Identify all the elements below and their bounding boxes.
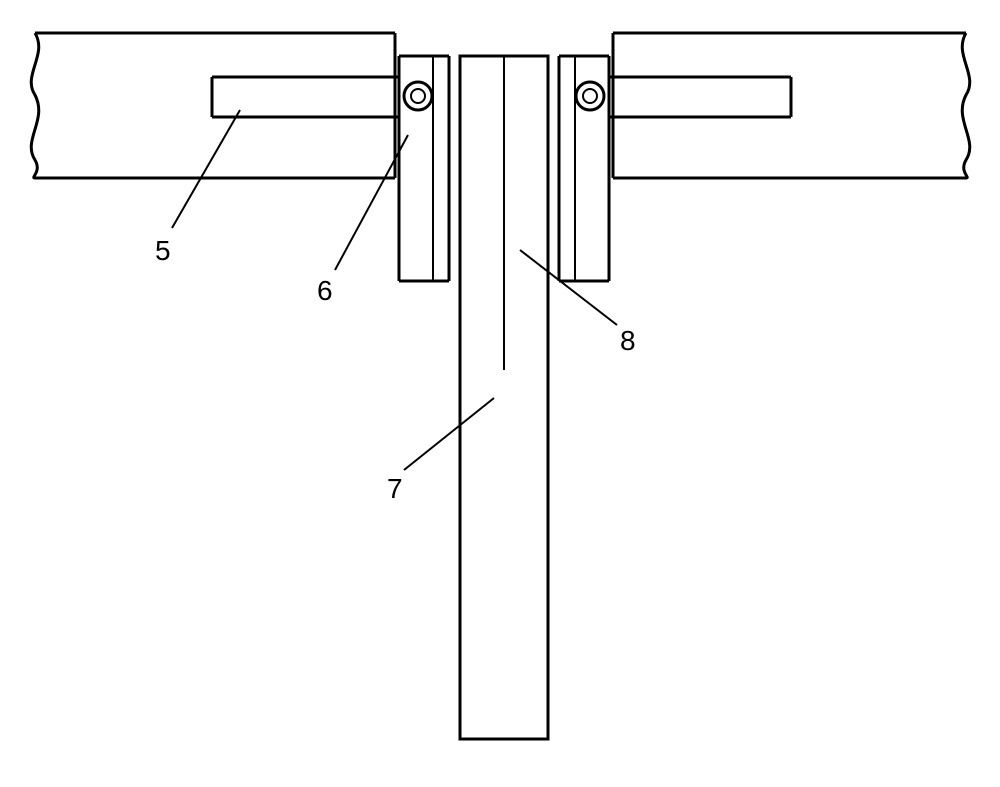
label-7: 7 — [387, 473, 403, 504]
right-pin — [576, 82, 604, 110]
left-pin — [404, 82, 432, 110]
center-post — [460, 56, 548, 739]
label-5: 5 — [155, 235, 171, 266]
right-inner-bar — [609, 77, 791, 117]
label-8: 8 — [620, 325, 636, 356]
diagram-svg: 5 6 7 8 — [0, 0, 1000, 787]
label-6: 6 — [317, 275, 333, 306]
